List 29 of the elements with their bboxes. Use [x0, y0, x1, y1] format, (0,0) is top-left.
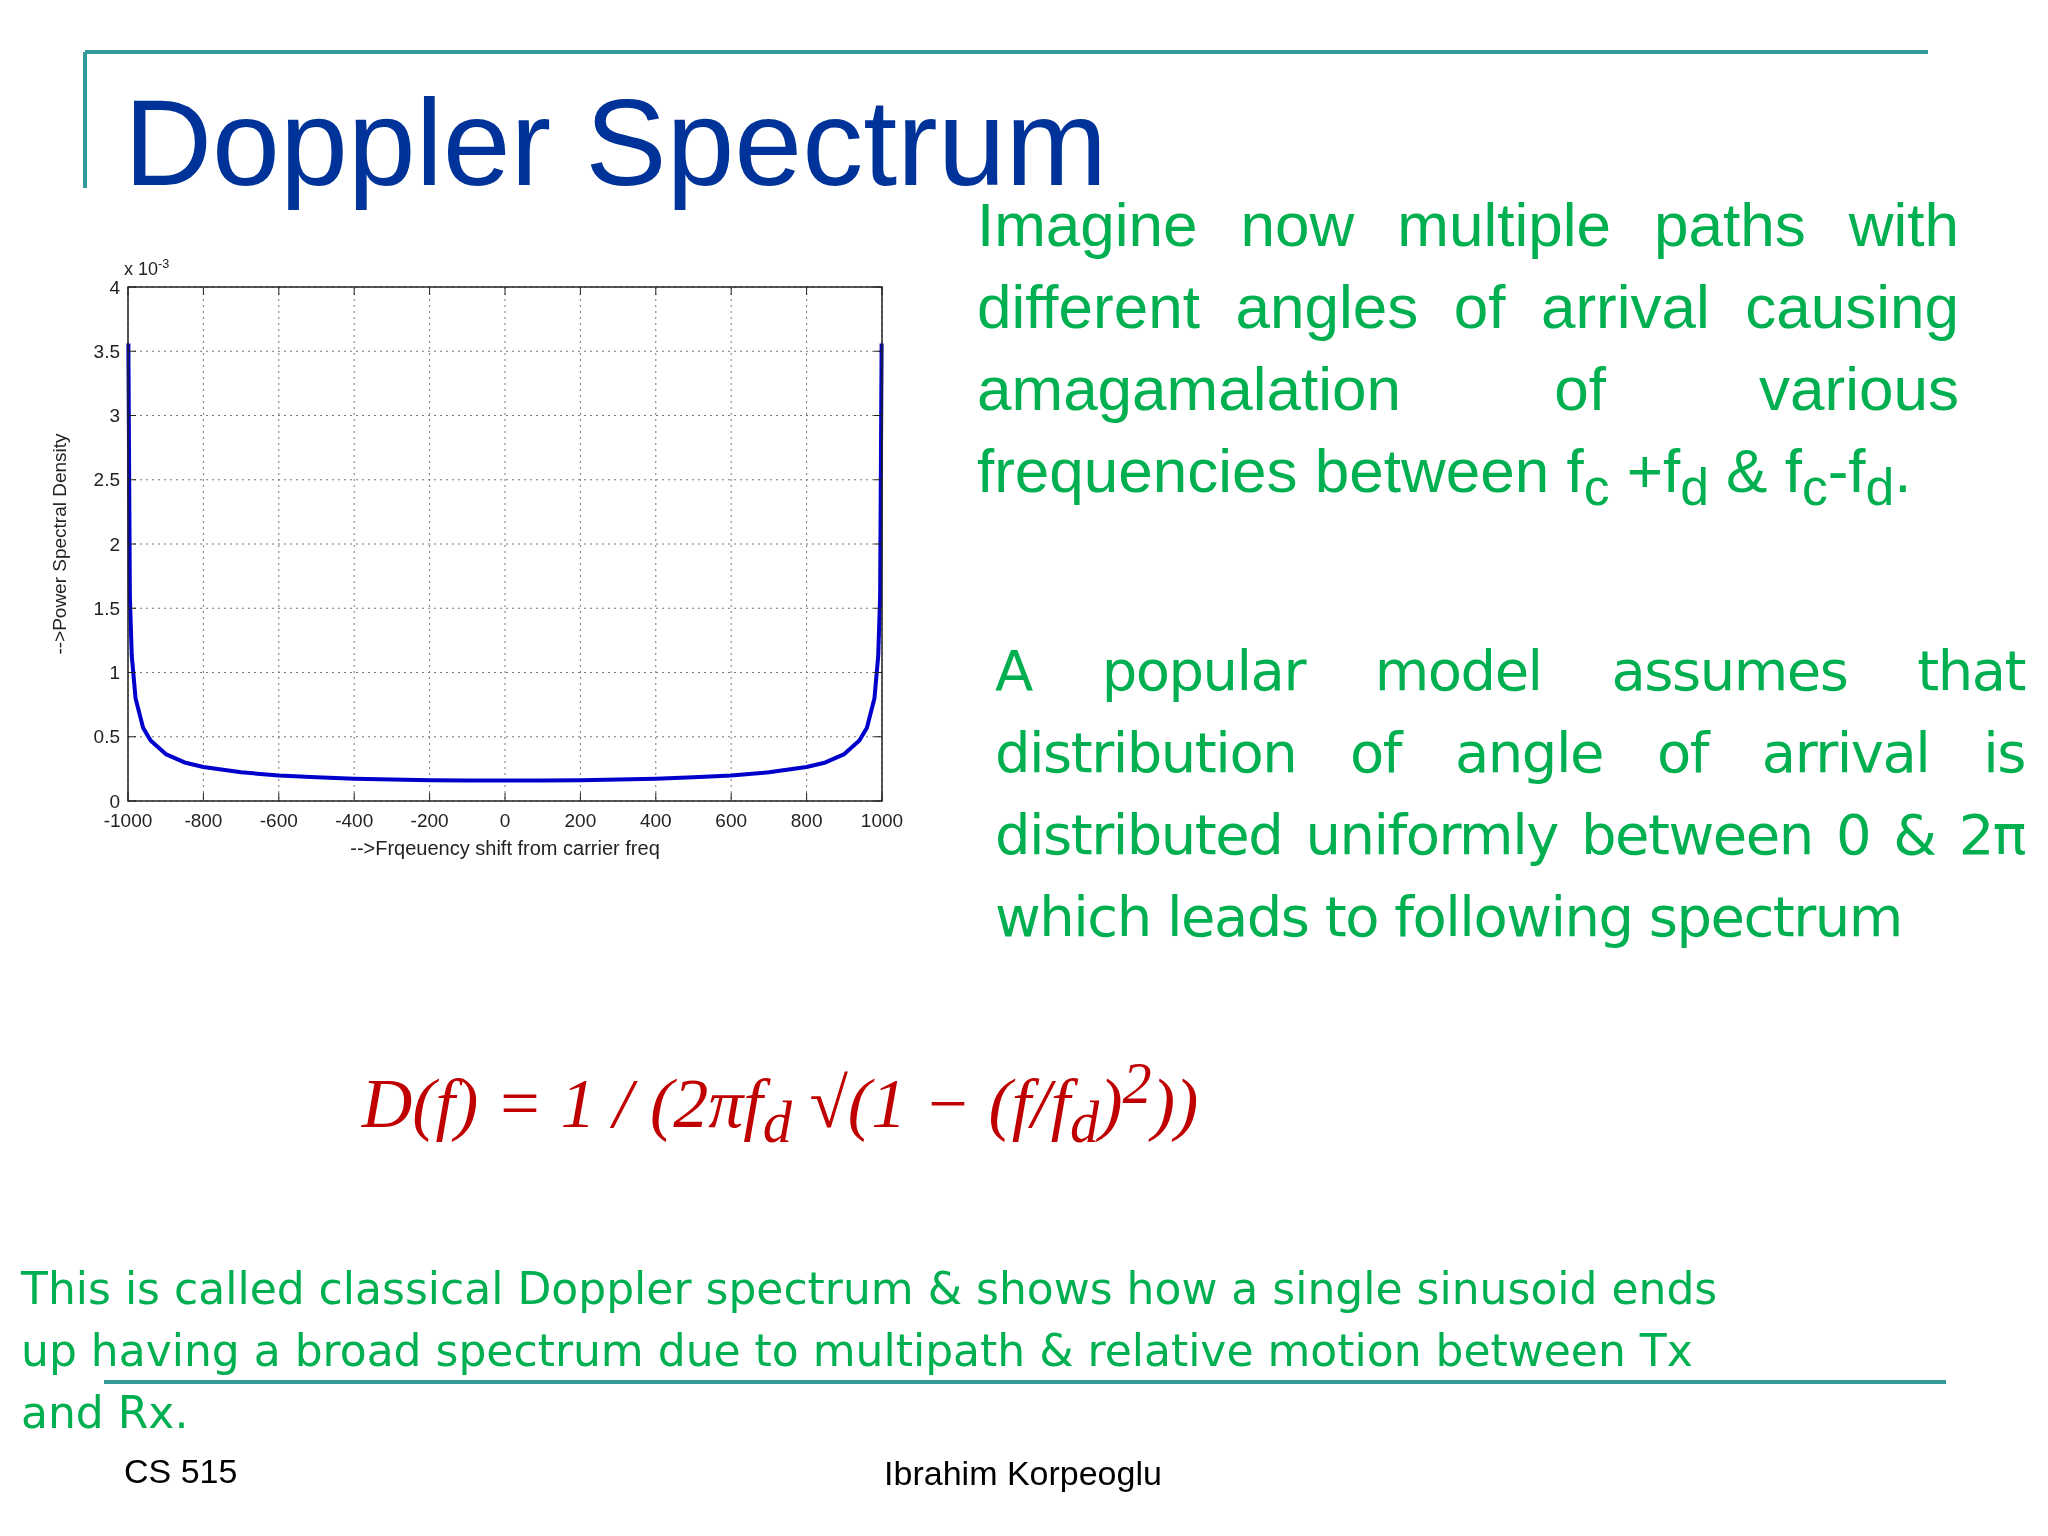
y-tick-label: 3 [109, 405, 120, 427]
text: D(f) = 1 / (2πf$_{d}$ √(1 − (f/f$_{d}$)$^{2}$)) [360, 1050, 1200, 1157]
line-series [126, 341, 884, 783]
text: x 10$^{-3}$ [124, 257, 170, 279]
x-tick-label: -200 [410, 810, 449, 831]
x-tick-label: 1000 [860, 810, 904, 831]
text: This is called classical Doppler spectrum & shows how a single sinusoid ends up having a broad spectrum due to multipath & relative motion between Tx and Rx. [21, 1262, 1719, 1440]
text: CS 515 [124, 1452, 238, 1491]
x-tick-label: -1000 [103, 810, 153, 831]
x-tick-label: 200 [564, 810, 597, 831]
y-tick-label: 1.5 [93, 597, 120, 619]
x-tick-label: 600 [715, 810, 748, 831]
y-tick-label: 2.5 [93, 469, 120, 491]
y-tick-label: 0.5 [93, 726, 120, 748]
y-tick-label: 3.5 [93, 340, 120, 362]
x-tick-label: -600 [259, 810, 298, 831]
x-tick-label: -800 [184, 810, 223, 831]
y-axis-title: -->Power Spectral Density [49, 432, 70, 655]
text: Ibrahim Korpeoglu [883, 1454, 1163, 1493]
x-tick-label: 400 [639, 810, 672, 831]
x-tick-label: 800 [790, 810, 823, 831]
x-tick-label: -400 [335, 810, 374, 831]
text: A popular model assumes that distribution of angle of arrival is distributed uniformly between 0 & 2π which leads to following spectrum [995, 637, 2025, 951]
y-tick-label: 0 [109, 790, 120, 812]
x-tick-label: 0 [499, 810, 511, 831]
y-tick-label: 2 [109, 533, 120, 555]
x-axis-title: -->Frqeuency shift from carrier freq [350, 837, 660, 859]
y-tick-label: 1 [109, 662, 120, 684]
y-tick-label: 4 [109, 276, 121, 298]
